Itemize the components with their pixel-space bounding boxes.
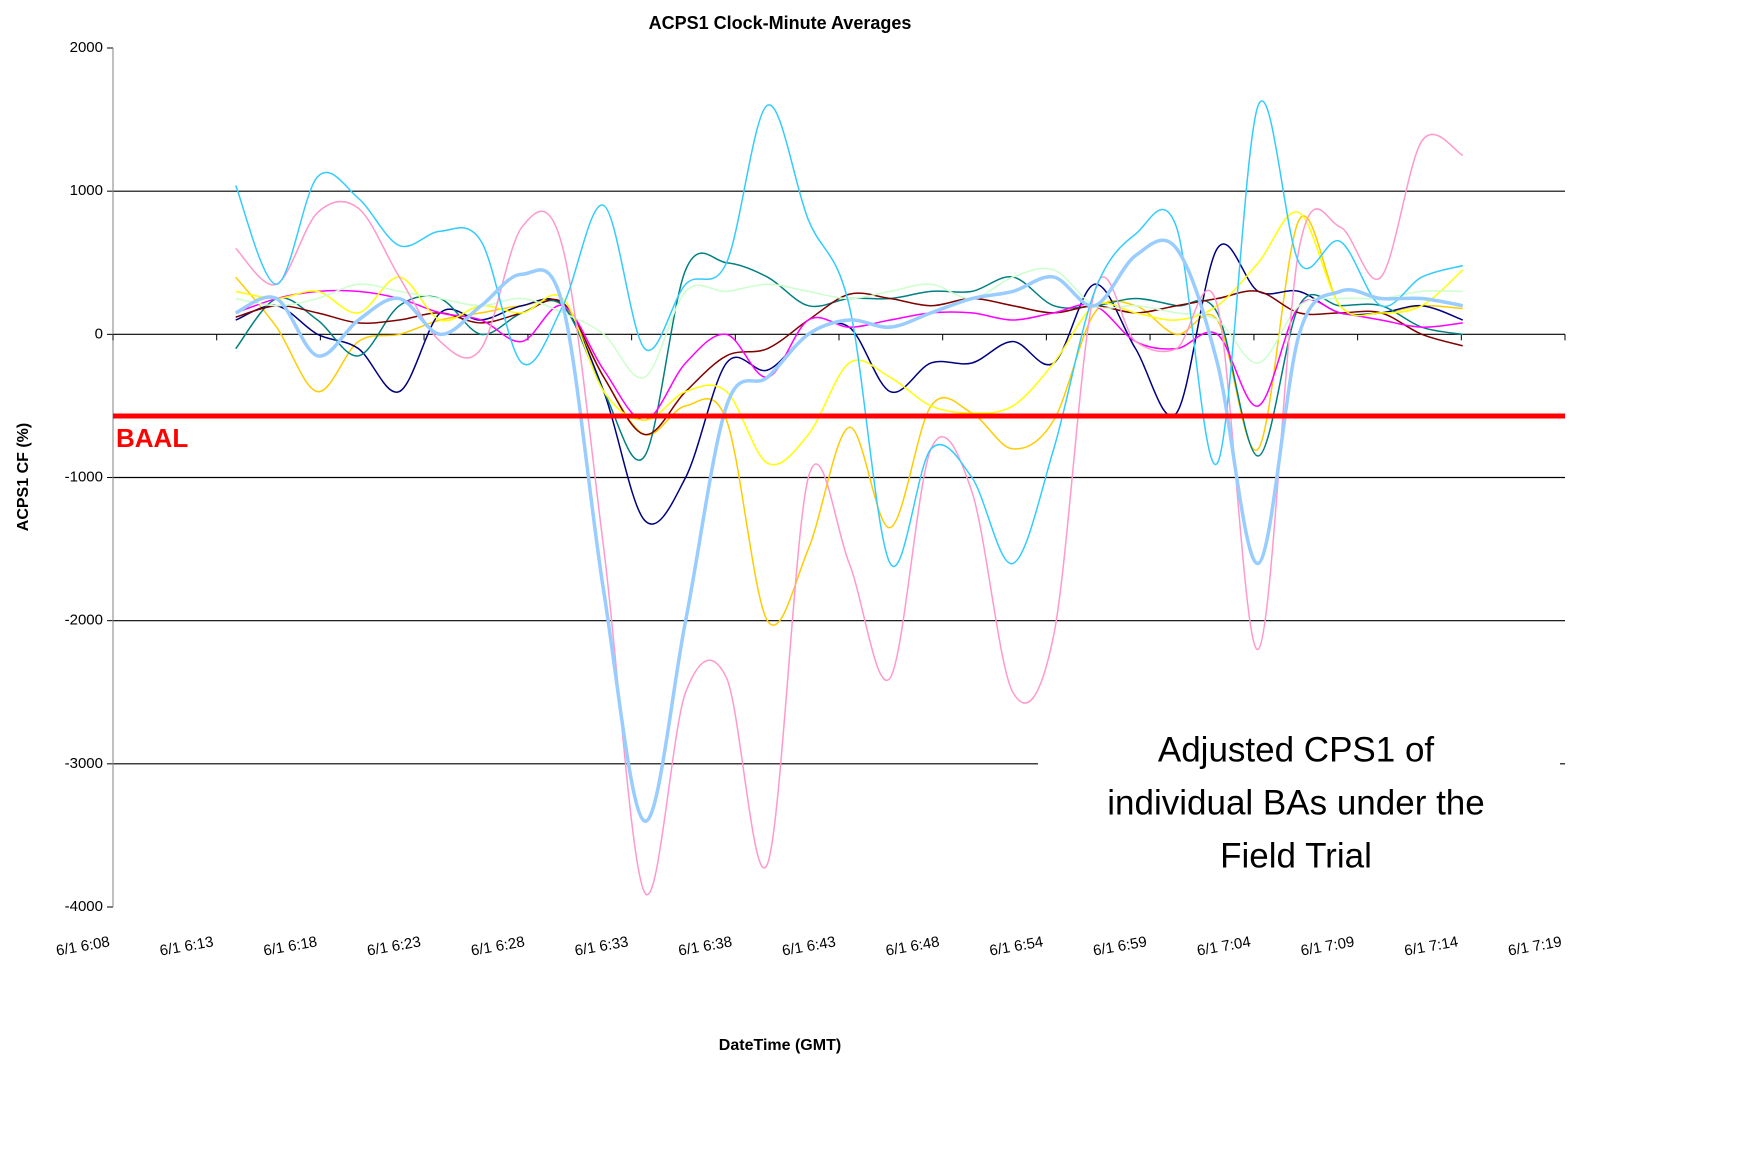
x-tick-label: 6/1 6:18 — [262, 933, 318, 959]
x-axis-label: DateTime (GMT) — [719, 1037, 841, 1054]
series-line — [235, 133, 1464, 896]
y-tick-label: 0 — [95, 325, 103, 342]
series-line — [235, 289, 1463, 421]
annotation-text: individual BAs under the — [1107, 783, 1484, 822]
reference-label: BAAL — [116, 423, 188, 453]
x-tick-label: 6/1 6:08 — [55, 933, 111, 959]
series-line — [235, 252, 1463, 461]
y-tick-label: -2000 — [65, 612, 103, 629]
x-tick-label: 6/1 7:04 — [1196, 933, 1252, 959]
y-tick-label: 2000 — [70, 39, 103, 56]
x-tick-label: 6/1 6:59 — [1092, 933, 1148, 959]
x-tick-label: 6/1 6:28 — [470, 933, 526, 959]
x-tick-label: 6/1 6:54 — [988, 933, 1044, 959]
x-tick-label: 6/1 7:14 — [1403, 933, 1459, 959]
series-line — [235, 100, 1463, 568]
x-tick-label: 6/1 6:23 — [366, 933, 422, 959]
series-line — [234, 238, 1464, 823]
series-line — [235, 243, 1464, 525]
chart-title: ACPS1 Clock-Minute Averages — [649, 13, 912, 33]
x-tick-label: 6/1 6:43 — [781, 933, 837, 959]
x-tick-label: 6/1 7:19 — [1507, 933, 1563, 959]
x-tick-label: 6/1 6:13 — [158, 933, 214, 959]
x-tick-label: 6/1 6:38 — [677, 933, 733, 959]
series-line — [235, 267, 1463, 379]
y-tick-label: -1000 — [65, 468, 103, 485]
annotation-box — [1038, 718, 1560, 890]
x-tick-label: 6/1 6:48 — [884, 933, 940, 959]
annotation-text: Adjusted CPS1 of — [1158, 730, 1435, 769]
y-tick-label: -4000 — [65, 898, 103, 915]
annotation-text: Field Trial — [1220, 836, 1372, 875]
x-tick-label: 6/1 7:09 — [1299, 933, 1355, 959]
series-line — [235, 211, 1464, 466]
y-axis-label: ACPS1 CF (%) — [15, 423, 32, 531]
y-tick-label: -3000 — [65, 755, 103, 772]
x-tick-label: 6/1 6:33 — [573, 933, 629, 959]
y-tick-label: 1000 — [70, 182, 103, 199]
